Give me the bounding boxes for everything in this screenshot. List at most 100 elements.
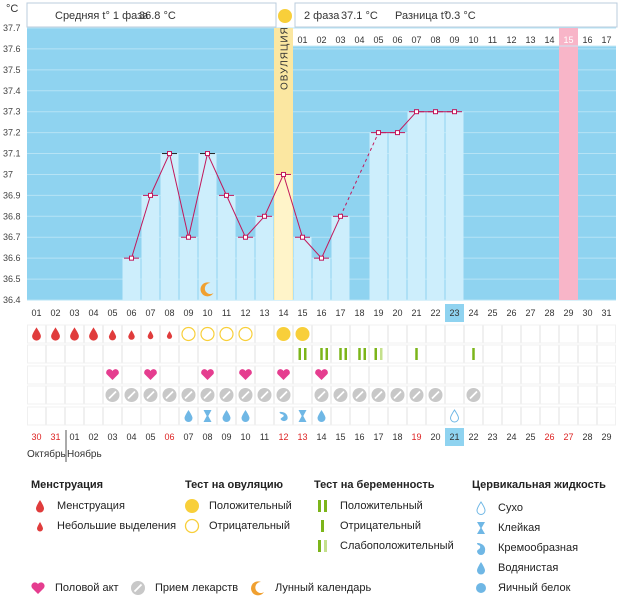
- temp-bar: [312, 258, 331, 300]
- weak-bar-icon: [314, 538, 332, 554]
- hourglass-icon: [298, 410, 307, 422]
- symbol-cell: [46, 406, 65, 426]
- symbol-cell: [103, 344, 122, 364]
- symbol-cell: [65, 385, 84, 405]
- symbol-cell: [502, 365, 521, 385]
- symbol-cell: [578, 406, 597, 426]
- legend-pregnancy-positive-label: Положительный: [340, 500, 423, 512]
- temp-bar: [160, 153, 179, 300]
- temp-bar: [445, 111, 464, 300]
- temp-bar: [388, 132, 407, 300]
- legend-menstruation-title: Менструация: [31, 479, 104, 491]
- temp-point: [319, 255, 324, 261]
- heart-icon: [144, 369, 157, 380]
- double-bar-icon: [304, 348, 307, 360]
- symbol-cell: [350, 406, 369, 426]
- symbol-cell: [369, 344, 388, 364]
- cycle-day-label: 19: [373, 308, 383, 318]
- single-bar-icon: [415, 348, 418, 360]
- single-bar-icon: [325, 348, 328, 360]
- pill-icon: [129, 580, 147, 596]
- calendar-date-label: 07: [183, 432, 193, 442]
- temp-bar: [141, 195, 160, 300]
- pill-icon: [260, 390, 269, 400]
- symbol-cell: [369, 324, 388, 344]
- top-day-label: 13: [525, 35, 535, 45]
- symbol-cell: [559, 324, 578, 344]
- symbol-cell: [46, 344, 65, 364]
- symbol-cell: [122, 344, 141, 364]
- cycle-day-label: 29: [563, 308, 573, 318]
- y-tick-label: 37.3: [3, 107, 21, 117]
- calendar-date-label: 14: [316, 432, 326, 442]
- calendar-date-label: 11: [260, 432, 269, 442]
- symbol-cell: [27, 344, 46, 364]
- pill-icon: [108, 390, 117, 400]
- symbol-cell: [27, 365, 46, 385]
- symbol-cell: [445, 344, 464, 364]
- legend-cervical-creamy: Кремообразная: [472, 540, 578, 556]
- symbol-cell: [597, 406, 616, 426]
- calendar-date-label: 17: [373, 432, 383, 442]
- cycle-day-label: 03: [69, 308, 79, 318]
- diff-value: 0.3 °C: [445, 10, 476, 22]
- symbol-cell: [331, 406, 350, 426]
- temp-line-segment: [283, 174, 303, 238]
- pill-icon: [393, 390, 402, 400]
- calendar-date-label: 19: [411, 432, 421, 442]
- top-day-label: 14: [544, 35, 554, 45]
- empty-circle-icon: [200, 326, 215, 342]
- symbol-cell: [464, 406, 483, 426]
- symbol-cell: [160, 406, 179, 426]
- cycle-day-label: 09: [183, 308, 193, 318]
- temp-line-segment: [321, 216, 341, 259]
- symbol-cell: [445, 324, 464, 344]
- pink-day-column: [559, 28, 578, 300]
- blood-drop-icon: [89, 327, 98, 341]
- lunar-moon-icon: [200, 282, 214, 297]
- calendar-date-label: 23: [487, 432, 497, 442]
- top-day-label: 05: [373, 35, 383, 45]
- symbol-cell: [483, 406, 502, 426]
- hourglass-icon: [472, 520, 490, 536]
- yellow-circle-icon: [276, 327, 291, 341]
- calendar-date-label: 18: [392, 432, 402, 442]
- yellow-circle-icon: [295, 327, 310, 341]
- legend-spotting: Небольшие выделения: [31, 518, 176, 534]
- heart-icon: [106, 369, 119, 380]
- blood-drop-icon: [32, 327, 41, 341]
- heart-icon: [239, 369, 252, 380]
- symbol-cell: [350, 324, 369, 344]
- cycle-day-label: 28: [544, 308, 554, 318]
- top-day-label: 06: [392, 35, 402, 45]
- legend-lunar-label: Лунный календарь: [275, 582, 372, 594]
- calendar-date-label: 15: [335, 432, 345, 442]
- temp-point: [414, 109, 419, 115]
- pill-icon: [184, 390, 193, 400]
- small-drop-icon: [108, 329, 117, 341]
- pill-icon: [469, 390, 478, 400]
- single-bar-icon: [363, 348, 366, 360]
- unit-label: °C: [6, 3, 18, 15]
- temp-bar: [179, 237, 198, 300]
- symbol-cell: [255, 324, 274, 344]
- calendar-date-label: 03: [107, 432, 117, 442]
- calendar-date-label: 22: [468, 432, 478, 442]
- symbol-cell: [521, 406, 540, 426]
- cycle-day-label: 04: [88, 308, 98, 318]
- legend-lunar: Лунный календарь: [249, 580, 371, 596]
- symbol-cell: [160, 344, 179, 364]
- symbol-cell: [198, 344, 217, 364]
- legend-intercourse-label: Половой акт: [55, 582, 119, 594]
- cycle-day-label: 26: [506, 308, 516, 318]
- symbol-cell: [483, 324, 502, 344]
- legend-medication-label: Прием лекарств: [155, 582, 239, 594]
- pill-icon: [279, 390, 288, 400]
- symbol-cell: [597, 385, 616, 405]
- post-ovulation-band: [293, 28, 616, 46]
- pill-icon: [374, 390, 383, 400]
- temp-bar: [369, 132, 388, 300]
- symbol-cell: [141, 406, 160, 426]
- symbol-cell: [27, 406, 46, 426]
- top-day-label: 04: [354, 35, 364, 45]
